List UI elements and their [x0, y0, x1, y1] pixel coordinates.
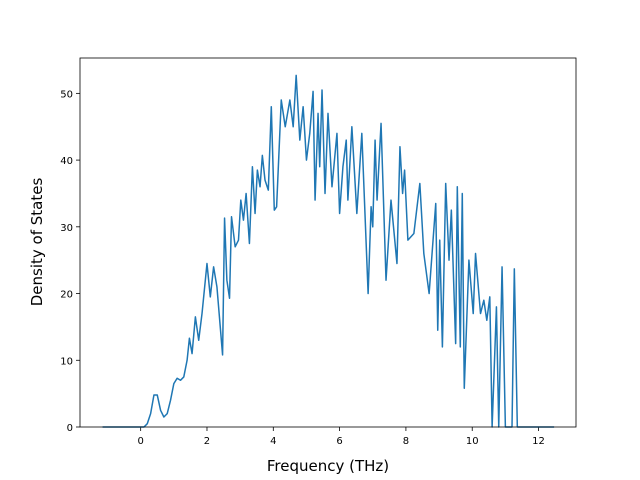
plot-frame	[79, 57, 577, 428]
y-tick-label: 0	[67, 423, 73, 434]
x-tick-label: 2	[204, 436, 210, 447]
x-tick-label: 8	[403, 436, 409, 447]
y-axis-label: Density of States	[28, 178, 46, 307]
x-tick-label: 6	[336, 436, 342, 447]
x-tick-label: 12	[532, 436, 545, 447]
x-tick-label: 10	[466, 436, 479, 447]
y-tick-label: 20	[60, 290, 73, 301]
y-tick-label: 30	[60, 223, 73, 234]
x-tick-label: 4	[270, 436, 276, 447]
y-tick-label: 10	[60, 356, 73, 367]
y-tick-label: 40	[60, 156, 73, 167]
x-axis-label: Frequency (THz)	[267, 457, 389, 475]
x-tick-label: 0	[137, 436, 143, 447]
y-tick-label: 50	[60, 89, 73, 100]
line	[102, 74, 555, 428]
